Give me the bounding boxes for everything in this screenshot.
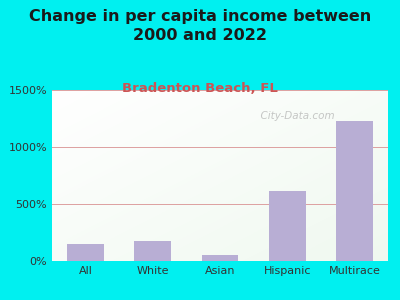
Bar	[269, 191, 306, 261]
Bar	[134, 241, 171, 261]
Text: Change in per capita income between
2000 and 2022: Change in per capita income between 2000…	[29, 9, 371, 43]
Text: Bradenton Beach, FL: Bradenton Beach, FL	[122, 82, 278, 95]
Bar	[202, 255, 238, 261]
Bar	[67, 244, 104, 261]
Text: City-Data.com: City-Data.com	[254, 111, 334, 121]
Bar	[336, 121, 373, 261]
